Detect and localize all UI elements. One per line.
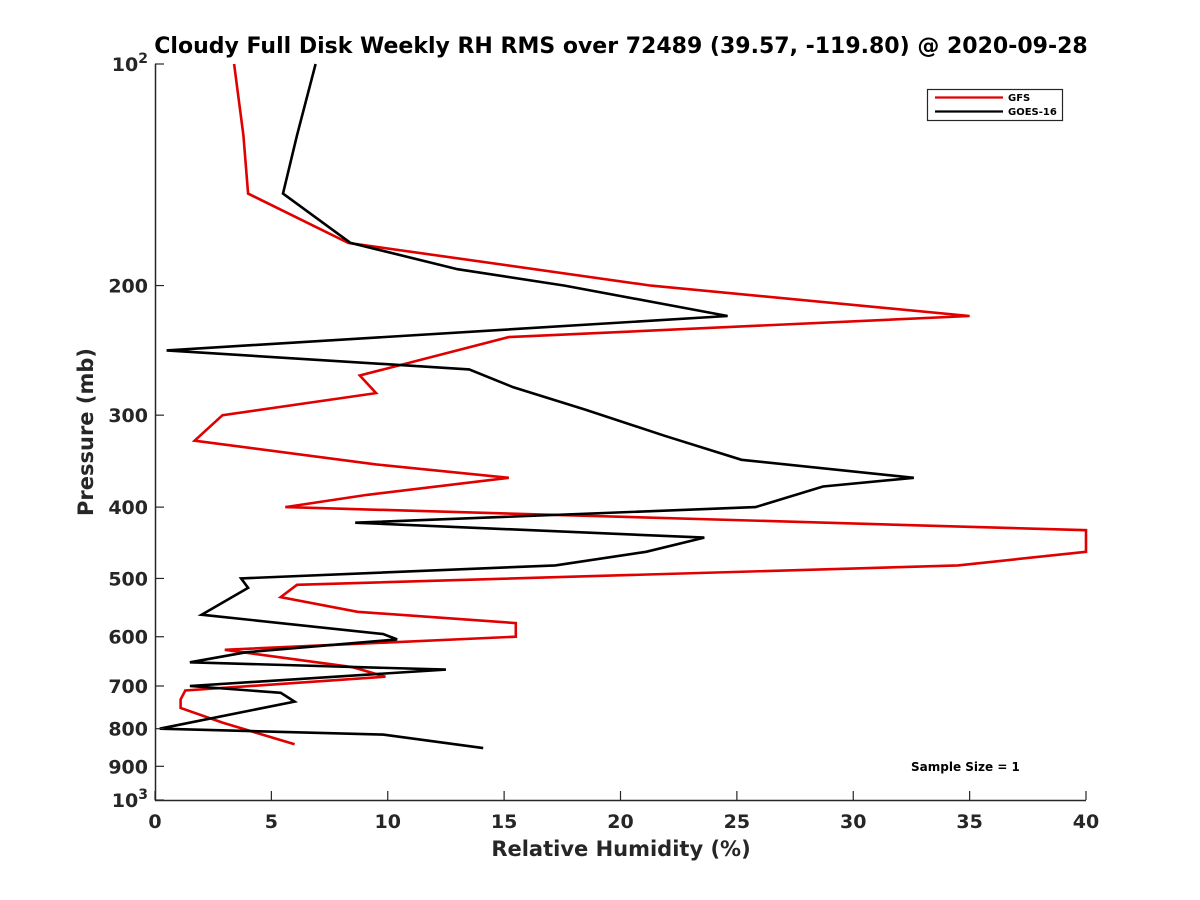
- y-tick-label: 103: [112, 787, 148, 812]
- x-tick-label: 40: [1073, 811, 1099, 833]
- x-tick-label: 0: [148, 811, 161, 833]
- legend: GFS GOES-16: [926, 88, 1064, 122]
- x-tick-label: 10: [375, 811, 401, 833]
- y-tick-label: 500: [108, 568, 148, 590]
- y-tick-label: 400: [108, 497, 148, 519]
- x-tick-label: 30: [840, 811, 866, 833]
- sample-size-annotation: Sample Size = 1: [911, 760, 1020, 774]
- y-axis-title: Pressure (mb): [74, 348, 98, 516]
- x-tick-label: 20: [607, 811, 633, 833]
- chart-title: Cloudy Full Disk Weekly RH RMS over 7248…: [154, 34, 1087, 59]
- legend-label-gfs: GFS: [1008, 93, 1030, 104]
- y-tick-label: 800: [108, 719, 148, 741]
- y-ticks: 102 200 300 400 500 600 700 800 900 103: [108, 51, 164, 812]
- legend-box: [926, 88, 1064, 122]
- y-tick-label: 900: [108, 756, 148, 778]
- x-tick-label: 25: [724, 811, 750, 833]
- x-tick-label: 15: [491, 811, 517, 833]
- series-line-gfs: [179, 63, 1088, 746]
- y-tick-label: 102: [112, 51, 148, 76]
- y-tick-label: 600: [108, 627, 148, 649]
- y-tick-label: 700: [108, 676, 148, 698]
- plot-lines: [159, 63, 1088, 750]
- plot-frame: [156, 65, 1087, 801]
- x-tick-label: 5: [265, 811, 278, 833]
- y-tick-label: 300: [108, 405, 148, 427]
- series-line-goes16: [159, 63, 914, 750]
- x-axis-title: Relative Humidity (%): [491, 837, 750, 861]
- legend-label-goes16: GOES-16: [1008, 107, 1057, 118]
- x-tick-label: 35: [956, 811, 982, 833]
- y-tick-label: 200: [108, 276, 148, 298]
- x-ticks: 0 5 10 15 20 25 30 35 40: [148, 791, 1099, 833]
